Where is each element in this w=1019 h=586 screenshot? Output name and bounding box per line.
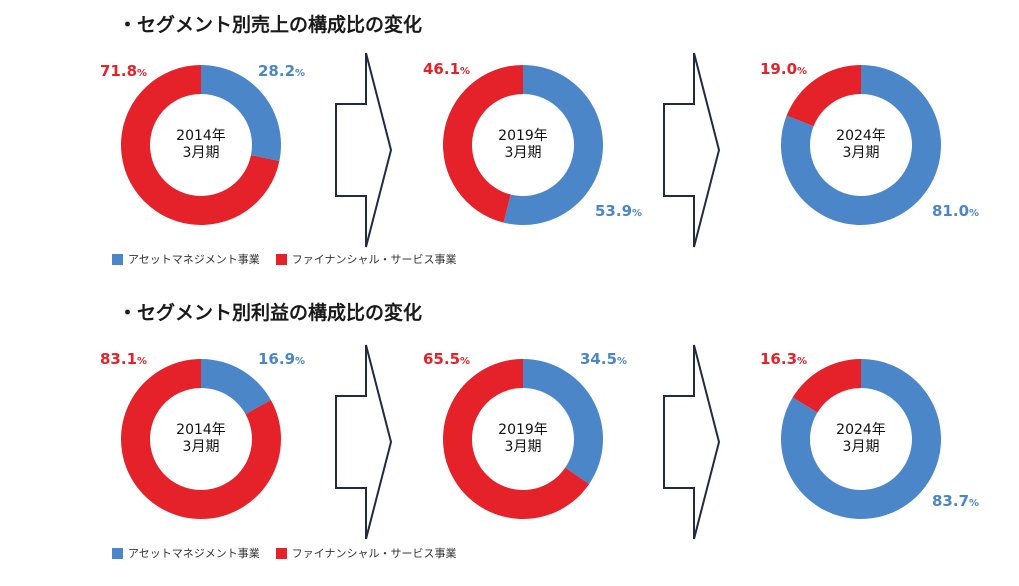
center-label-profit-2019: 2019年 3月期	[443, 422, 603, 456]
legend-swatch-asset	[112, 547, 123, 559]
donut-sales-2019	[443, 65, 603, 226]
finance-pct-sales-2019: 46.1%	[423, 60, 471, 78]
year-label: 2014年	[176, 128, 226, 144]
legend-label: アセットマネジメント事業	[128, 253, 260, 266]
donut-slice-asset	[523, 359, 603, 484]
center-label-profit-2024: 2024年 3月期	[781, 422, 941, 456]
section-title-sales: ・セグメント別売上の構成比の変化	[118, 14, 423, 36]
finance-pct-profit-2014: 83.1%	[100, 350, 148, 368]
donut-slice-finance	[121, 65, 280, 226]
year-label: 2024年	[836, 422, 886, 438]
arrow-right-icon	[663, 52, 721, 248]
year-label: 2014年	[176, 422, 226, 438]
center-label-sales-2014: 2014年 3月期	[121, 128, 281, 162]
donut-slice-finance	[443, 65, 523, 223]
period-label: 3月期	[504, 439, 542, 455]
section-title-profit: ・セグメント別利益の構成比の変化	[118, 302, 423, 324]
finance-pct-sales-2014: 71.8%	[100, 62, 148, 80]
donut-slice-finance	[786, 65, 861, 127]
legend-item-finance: ファイナンシャル・サービス事業	[275, 545, 457, 561]
legend-item-asset: アセットマネジメント事業	[112, 545, 260, 561]
legend-label: ファイナンシャル・サービス事業	[291, 547, 457, 560]
legend-swatch-finance	[275, 253, 287, 265]
period-label: 3月期	[504, 145, 542, 161]
donut-sales-2024	[781, 65, 941, 226]
donut-slice-asset	[503, 65, 603, 226]
year-label: 2019年	[498, 128, 548, 144]
period-label: 3月期	[842, 439, 880, 455]
year-label: 2019年	[498, 422, 548, 438]
asset-pct-profit-2019: 34.5%	[580, 350, 628, 368]
year-label: 2024年	[836, 128, 886, 144]
donut-slice-asset	[201, 359, 271, 415]
arrow-right-icon	[335, 344, 393, 540]
arrow-right-icon	[663, 344, 721, 540]
center-label-profit-2014: 2014年 3月期	[121, 422, 281, 456]
asset-pct-profit-2014: 16.9%	[258, 350, 306, 368]
center-label-sales-2024: 2024年 3月期	[781, 128, 941, 162]
asset-pct-sales-2024: 81.0%	[932, 202, 980, 220]
legend-item-finance: ファイナンシャル・サービス事業	[275, 251, 457, 267]
donut-slice-finance	[792, 359, 861, 413]
donut-slice-finance	[443, 359, 590, 519]
donut-profit-2014	[121, 359, 282, 519]
finance-pct-sales-2024: 19.0%	[760, 60, 808, 78]
legend-sales: アセットマネジメント事業 ファイナンシャル・サービス事業	[112, 251, 473, 267]
donut-slice-asset	[781, 65, 941, 226]
asset-pct-profit-2024: 83.7%	[932, 492, 980, 510]
finance-pct-profit-2019: 65.5%	[423, 350, 471, 368]
asset-pct-sales-2014: 28.2%	[258, 62, 306, 80]
donut-profit-2024	[781, 359, 941, 519]
donut-profit-2019	[443, 359, 603, 519]
donut-slice-asset	[201, 65, 281, 161]
center-label-sales-2019: 2019年 3月期	[443, 128, 603, 162]
legend-profit: アセットマネジメント事業 ファイナンシャル・サービス事業	[112, 545, 473, 561]
donut-sales-2014	[121, 65, 281, 226]
legend-label: アセットマネジメント事業	[128, 547, 260, 560]
legend-swatch-finance	[275, 547, 287, 559]
legend-label: ファイナンシャル・サービス事業	[291, 253, 457, 266]
arrow-right-icon	[335, 52, 393, 248]
donut-slice-finance	[121, 359, 282, 519]
period-label: 3月期	[842, 145, 880, 161]
legend-item-asset: アセットマネジメント事業	[112, 251, 260, 267]
period-label: 3月期	[182, 439, 220, 455]
legend-swatch-asset	[112, 253, 123, 265]
finance-pct-profit-2024: 16.3%	[760, 350, 808, 368]
period-label: 3月期	[182, 145, 220, 161]
asset-pct-sales-2019: 53.9%	[595, 202, 643, 220]
donut-slice-asset	[781, 359, 941, 519]
